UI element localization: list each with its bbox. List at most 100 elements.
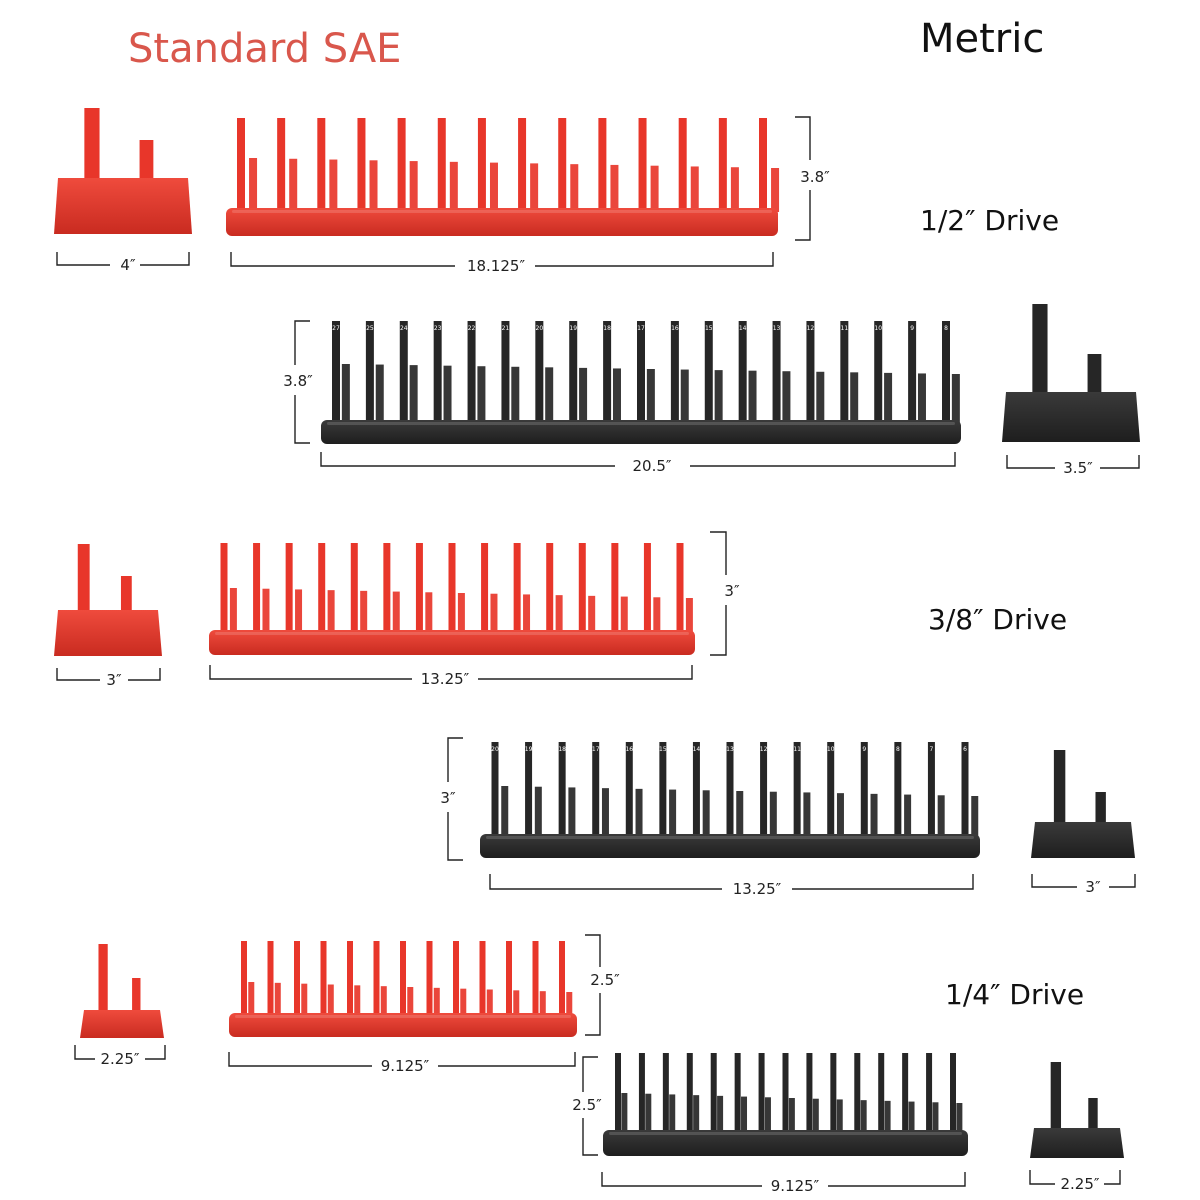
metric-half-back-peg: [806, 321, 815, 424]
sae-38-back-peg: [676, 543, 684, 634]
metric-half-back-peg: [467, 321, 476, 424]
metric-14-front-peg: [621, 1093, 628, 1134]
sae-38-back-peg: [481, 543, 489, 634]
sae-38-back-peg: [285, 543, 293, 634]
metric-half-back-peg: [874, 321, 883, 424]
metric-half-peg-label: 12: [807, 325, 815, 332]
dim-sae-38-height: 3″: [724, 582, 740, 600]
sae-38-front-peg: [523, 594, 531, 634]
metric-half-front-peg: [951, 374, 960, 424]
dim-sae-half-height: 3.8″: [800, 168, 830, 186]
metric-38-peg-label: 14: [693, 746, 701, 753]
sae-14-front-peg: [248, 982, 255, 1017]
metric-half-back-peg: [569, 321, 578, 424]
dim-metric-half-height: 3.8″: [283, 372, 313, 390]
metric-14-base: [603, 1130, 968, 1156]
sae-half-side-short-fin: [139, 140, 154, 182]
metric-14-front-peg: [764, 1097, 771, 1134]
sae-half-front-peg: [650, 165, 659, 212]
dim-sae-half-side: 4″: [120, 256, 136, 274]
metric-38-front-peg: [870, 793, 878, 838]
sae-38-back-peg: [643, 543, 651, 634]
dim-sae-14-length: 9.125″: [381, 1057, 430, 1075]
metric-14-side-tall-fin: [1050, 1062, 1062, 1132]
metric-half-peg-label: 19: [569, 325, 577, 332]
metric-half-back-peg: [670, 321, 679, 424]
metric-38-back-peg: [692, 742, 700, 838]
metric-38-front-peg: [904, 794, 912, 838]
sae-14-front-peg: [354, 985, 361, 1017]
metric-half-back-peg: [332, 321, 340, 424]
sae-14-front-peg: [407, 987, 414, 1017]
dim-metric-half-length: 20.5″: [632, 457, 671, 475]
metric-half-front-peg: [443, 365, 452, 424]
metric-38-peg-label: 18: [558, 746, 566, 753]
sae-half-side-base: [54, 178, 192, 234]
metric-38-back-peg: [491, 742, 499, 838]
metric-38-front-peg: [635, 788, 643, 838]
metric-14-front-peg: [884, 1100, 891, 1134]
sae-half-back-peg: [277, 118, 286, 212]
sae-38-front-peg: [620, 596, 628, 634]
sae-14-back-peg: [294, 941, 300, 1017]
metric-14-front-peg: [908, 1101, 915, 1134]
metric-14-back-peg: [950, 1053, 956, 1134]
metric-half-peg-label: 13: [773, 325, 781, 332]
metric-half-front-peg: [714, 370, 723, 424]
metric-38-peg-label: 9: [862, 746, 866, 753]
metric-half-peg-label: 9: [910, 325, 914, 332]
half-inch-drive-label: 1/2″ Drive: [920, 204, 1060, 237]
sae-38-front-peg: [588, 595, 596, 634]
sae-14-back-peg: [453, 941, 459, 1017]
metric-14-back-peg: [782, 1053, 789, 1134]
sae-14-front-peg: [274, 982, 281, 1017]
metric-half-peg-label: 20: [536, 325, 544, 332]
sae-38-base-highlight: [215, 632, 689, 635]
metric-half-back-peg: [942, 321, 950, 424]
metric-14-side-base: [1030, 1128, 1124, 1158]
metric-38-back-peg: [927, 742, 935, 838]
sae-14-side-base: [80, 1010, 164, 1038]
metric-38-peg-label: 20: [491, 746, 499, 753]
metric-half-back-peg: [603, 321, 612, 424]
metric-half-side-tall-fin: [1032, 304, 1048, 396]
metric-half-front-peg: [579, 367, 588, 424]
sae-14-side-tall-fin: [98, 944, 108, 1014]
metric-38-front-peg: [534, 786, 542, 838]
sae-14-front-peg: [460, 988, 467, 1017]
sae-half-front-peg: [610, 164, 619, 212]
sae-half-front-peg: [329, 159, 338, 212]
sae-half-back-peg: [759, 118, 767, 212]
metric-half-side-base: [1002, 392, 1140, 442]
metric-38-side-tall-fin: [1053, 750, 1066, 826]
sae-38-back-peg: [546, 543, 554, 634]
sae-14-back-peg: [241, 941, 247, 1017]
metric-38-back-peg: [760, 742, 768, 838]
dim-metric-14-height: 2.5″: [572, 1096, 602, 1114]
metric-14-back-peg: [710, 1053, 717, 1134]
sae-38-front-peg: [295, 589, 303, 634]
sae-38-front-peg: [229, 588, 237, 634]
metric-heading: Metric: [920, 16, 1045, 62]
metric-half-peg-label: 11: [841, 325, 849, 332]
metric-38-peg-label: 6: [963, 746, 967, 753]
metric-half-peg-label: 18: [603, 325, 611, 332]
metric-half-back-peg: [704, 321, 713, 424]
sae-14-back-peg: [506, 941, 512, 1017]
metric-14-back-peg: [926, 1053, 933, 1134]
metric-half-peg-label: 22: [468, 325, 476, 332]
dim-metric-14-length: 9.125″: [771, 1177, 820, 1195]
sae-38-front-peg: [653, 597, 661, 634]
metric-half-back-peg: [501, 321, 510, 424]
metric-14-back-peg: [638, 1053, 645, 1134]
sae-14-back-peg: [320, 941, 327, 1017]
dim-sae-38-length: 13.25″: [421, 670, 470, 688]
sae-14-back-peg: [347, 941, 353, 1017]
sae-14-front-peg: [380, 986, 387, 1017]
metric-half-back-peg: [772, 321, 781, 424]
sae-38-back-peg: [318, 543, 326, 634]
metric-38-base: [480, 834, 980, 858]
sae-38-front-peg: [685, 598, 693, 634]
sae-half-front-peg: [449, 161, 458, 212]
